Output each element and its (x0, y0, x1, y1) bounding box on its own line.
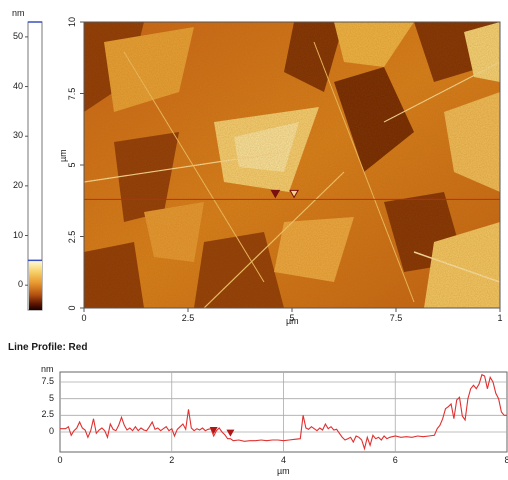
profile-x-tick-label: 6 (392, 455, 398, 465)
colorbar-tick-label: 50 (12, 30, 23, 41)
colorbar-tick-label: 30 (12, 130, 23, 141)
profile-y-tick-label: 7.5 (41, 376, 54, 386)
afm-axes (80, 21, 501, 312)
afm-x-axis-label: µm (286, 316, 299, 326)
profile-cursor-marker[interactable] (209, 427, 218, 434)
cursor-marker[interactable] (289, 189, 299, 199)
colorbar-graphic (25, 21, 43, 311)
cursor-marker[interactable] (270, 189, 281, 199)
colorbar-tick-label: 20 (12, 179, 23, 190)
profile-y-tick-label: 2.5 (41, 409, 54, 420)
colorbar-tick-label: 0 (17, 279, 23, 290)
afm-noise (84, 22, 500, 308)
colorbar-tick-label: 40 (12, 80, 23, 91)
profile-y-tick-label: 0 (48, 426, 54, 436)
afm-x-tick-label: 2.5 (181, 313, 195, 323)
afm-x-tick-label: 5 (289, 313, 295, 323)
profile-x-tick-label: 4 (280, 455, 287, 465)
afm-x-tick-label: 0 (81, 313, 87, 323)
colorbar-fill (29, 260, 42, 310)
profile-y-tick-label: 5 (48, 392, 54, 403)
profile-x-tick-label: 0 (57, 455, 63, 465)
profile-cursor-marker[interactable] (226, 429, 235, 437)
colorbar-unit: nm (12, 8, 25, 18)
afm-topography-image[interactable] (84, 22, 500, 308)
afm-x-tick-label: 1 (497, 313, 503, 323)
profile-x-tick-label: 8 (504, 455, 508, 465)
colorbar-tick-label: 10 (12, 229, 23, 240)
line-profile-title: Line Profile: Red (8, 342, 88, 353)
profile-x-tick-label: 2 (169, 455, 175, 465)
line-profile-x-unit: µm (277, 466, 290, 476)
profile-series-line (60, 373, 507, 451)
afm-x-tick-label: 7.5 (389, 313, 403, 323)
line-profile-y-unit: nm (41, 364, 54, 374)
